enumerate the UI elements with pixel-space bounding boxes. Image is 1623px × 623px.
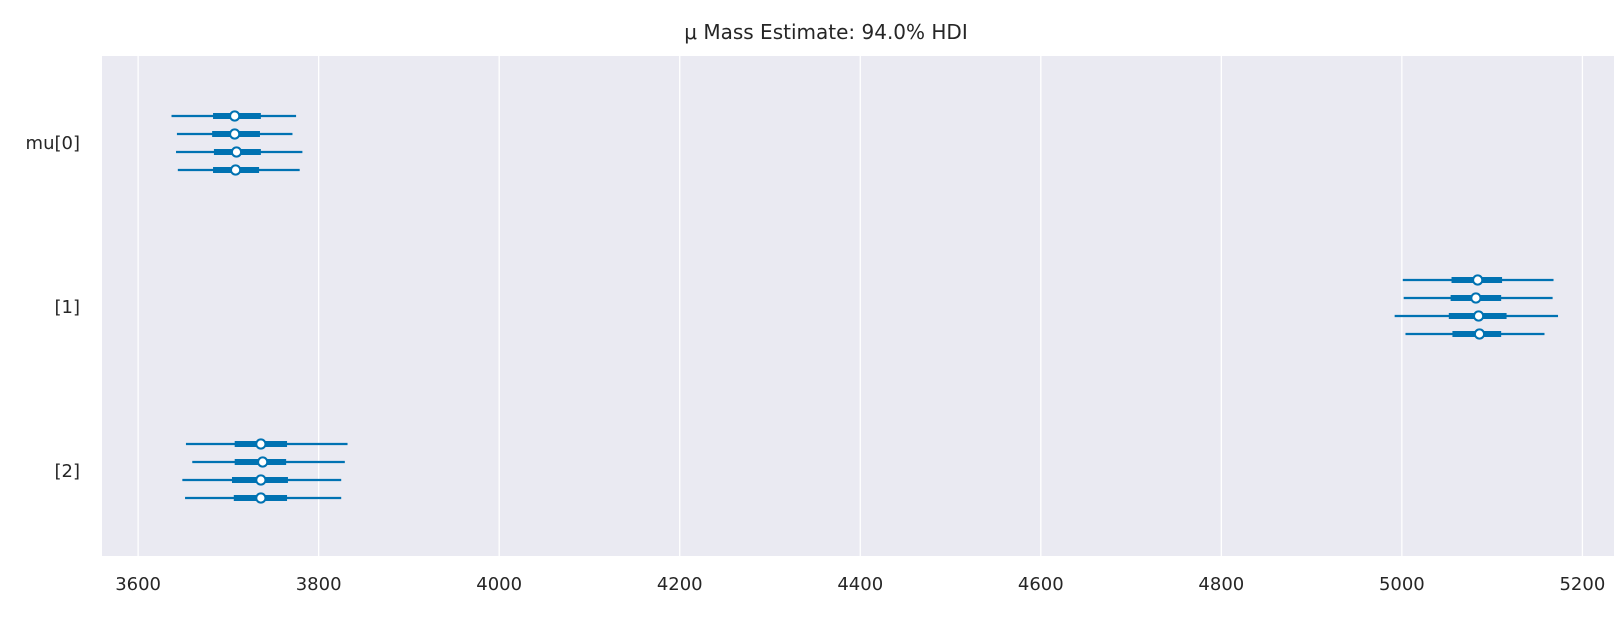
- row-label-2: [2]: [55, 461, 81, 482]
- row-label-1: [1]: [55, 297, 81, 318]
- hdi-intervals: [171, 110, 1559, 504]
- param-1-chain-1-median-point: [1470, 292, 1482, 304]
- chart-title: μ Mass Estimate: 94.0% HDI: [684, 20, 967, 44]
- param-0-chain-3-median-point: [229, 164, 242, 176]
- plot-area: [102, 56, 1614, 556]
- param-0-chain-0-median-point: [229, 110, 241, 122]
- parameter-labels: mu[0] [1] [2]: [26, 133, 80, 482]
- x-tick-label-5000: 5000: [1379, 574, 1425, 595]
- param-2-chain-1-median-point: [257, 456, 269, 468]
- x-tick-label-5200: 5200: [1559, 574, 1605, 595]
- param-0-chain-1-median-point: [229, 128, 241, 140]
- param-0-chain-2-median-point: [230, 146, 243, 158]
- param-1-chain-0-median-point: [1472, 274, 1484, 286]
- param-2-chain-2-median-point: [255, 474, 267, 486]
- param-1-chain-2-median-point: [1472, 310, 1485, 322]
- x-axis-ticks: 3600 3800 4000 4200 4400 4600 4800 5000 5200: [115, 574, 1605, 595]
- x-tick-label-3800: 3800: [296, 574, 342, 595]
- param-2-chain-3-median-point: [255, 492, 267, 504]
- param-2-chain-0-median-point: [255, 438, 267, 450]
- row-label-0: mu[0]: [26, 133, 80, 154]
- x-tick-label-3600: 3600: [115, 574, 161, 595]
- grid-lines: [137, 56, 1584, 556]
- x-tick-label-4200: 4200: [657, 574, 703, 595]
- x-tick-label-4800: 4800: [1198, 574, 1244, 595]
- x-tick-label-4000: 4000: [476, 574, 522, 595]
- param-1-chain-3-median-point: [1473, 328, 1486, 340]
- x-tick-label-4600: 4600: [1018, 574, 1064, 595]
- x-tick-label-4400: 4400: [837, 574, 883, 595]
